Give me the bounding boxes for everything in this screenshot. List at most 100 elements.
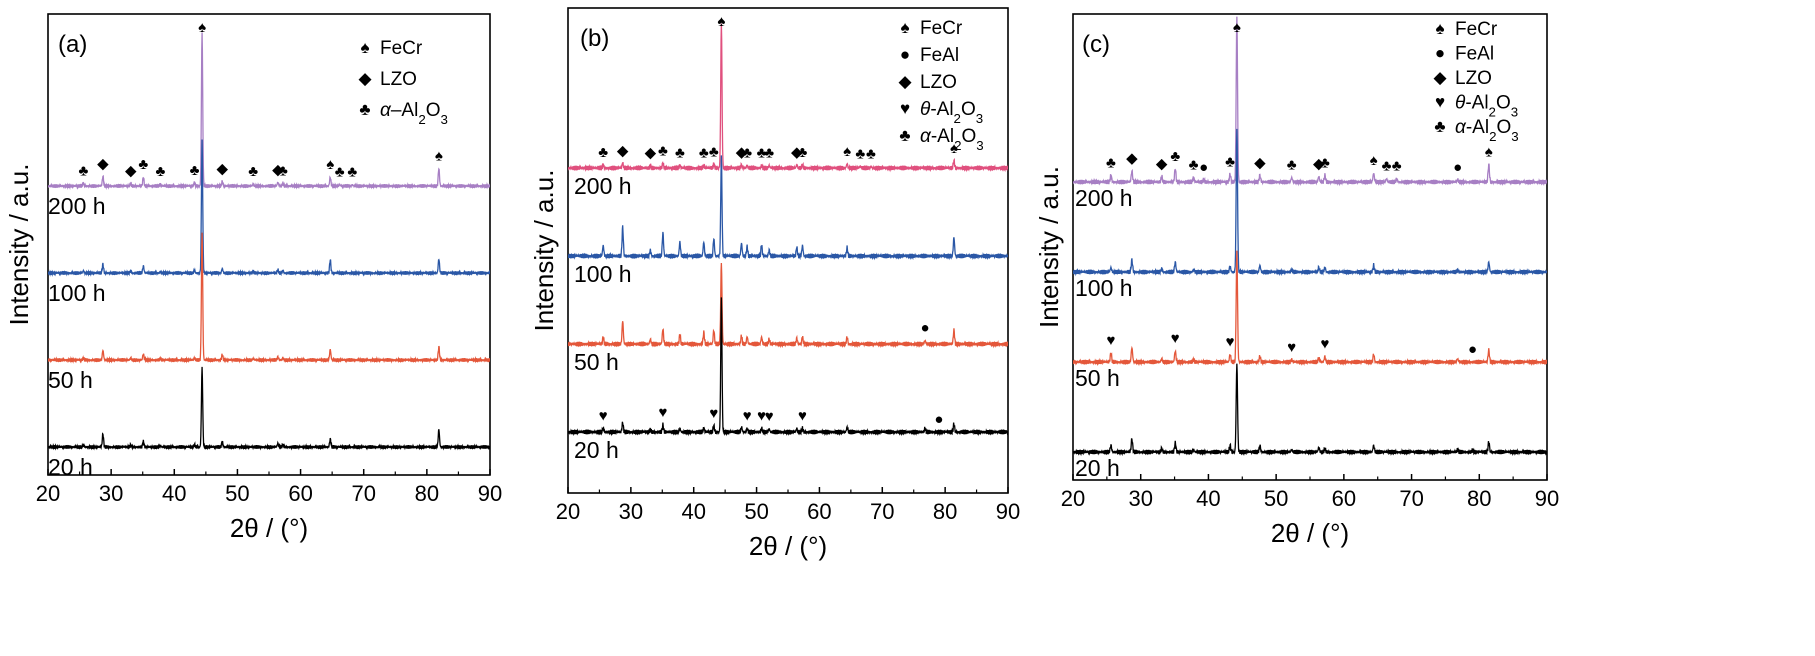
x-tick-label: 70 [870, 499, 894, 524]
y-axis-label: Intensity / a.u. [4, 164, 34, 326]
trace-100h [1073, 128, 1547, 277]
club-marker: ♣ [1382, 158, 1392, 175]
series-label: 200 h [1075, 185, 1133, 211]
club-marker: ♣ [757, 145, 767, 162]
spade-legend-icon: ♠ [360, 38, 369, 57]
series-label: 100 h [48, 280, 106, 306]
heart-legend-icon: ♥ [900, 99, 910, 118]
x-tick-label: 60 [1332, 486, 1356, 511]
trace-20h [568, 297, 1008, 437]
heart-marker: ♥ [1287, 339, 1296, 356]
x-tick-label: 60 [288, 481, 312, 506]
club-marker: ♣ [709, 144, 719, 161]
legend-label: LZO [380, 69, 417, 90]
legend-label: LZO [1455, 68, 1492, 89]
x-tick-label: 80 [1467, 486, 1491, 511]
spade-marker: ♠ [950, 140, 958, 157]
spade-marker: ♠ [198, 19, 206, 36]
diamond-legend-icon: ◆ [358, 69, 372, 88]
heart-marker: ♥ [798, 408, 807, 425]
spade-legend-icon: ♠ [1435, 19, 1444, 38]
club-legend-icon: ♣ [359, 100, 370, 119]
club-marker: ♣ [1392, 158, 1402, 175]
heart-marker: ♥ [709, 405, 718, 422]
legend-label: FeCr [380, 38, 423, 59]
legend-label: FeCr [1455, 19, 1498, 40]
legend-label: θ-Al2O3 [920, 99, 983, 126]
panel-label: (a) [58, 31, 87, 58]
club-marker: ♣ [138, 156, 148, 173]
series-label: 50 h [574, 349, 619, 375]
heart-legend-icon: ♥ [1435, 93, 1445, 112]
series-label: 100 h [1075, 275, 1133, 301]
club-marker: ♣ [1225, 153, 1235, 170]
legend-label: α-Al2O3 [920, 126, 984, 153]
spade-marker: ♠ [843, 143, 851, 160]
trace-50h [48, 232, 490, 364]
plot-frame [47, 13, 491, 476]
series-label: 50 h [48, 367, 93, 393]
club-marker: ♣ [598, 144, 608, 161]
trace-100h [568, 155, 1008, 261]
x-tick-label: 80 [415, 481, 439, 506]
club-marker: ♣ [1170, 148, 1180, 165]
spade-marker: ♠ [435, 147, 443, 164]
series-label: 200 h [574, 173, 632, 199]
x-tick-label: 30 [1128, 486, 1152, 511]
legend-label: α–Al2O3 [380, 100, 448, 127]
legend-label: α-Al2O3 [1455, 117, 1519, 144]
circle-legend-icon: ● [1435, 44, 1445, 63]
legend-label: FeAl [1455, 44, 1494, 65]
legend-label: θ-Al2O3 [1455, 93, 1518, 120]
trace-20h [48, 366, 490, 451]
x-tick-label: 40 [681, 499, 705, 524]
heart-marker: ♥ [1226, 333, 1235, 350]
circle-marker: ● [1453, 159, 1462, 176]
spade-legend-icon: ♠ [900, 18, 909, 37]
diamond-marker: ◆ [791, 144, 803, 161]
club-marker: ♣ [855, 145, 865, 162]
club-marker: ♣ [1287, 157, 1297, 174]
club-marker: ♣ [798, 144, 808, 161]
x-axis-label: 2θ / (°) [230, 513, 308, 543]
trace-100h [48, 139, 490, 277]
club-marker: ♣ [335, 164, 345, 181]
spade-marker: ♠ [1485, 143, 1493, 160]
x-tick-label: 20 [1061, 486, 1085, 511]
heart-marker: ♥ [757, 408, 766, 425]
y-axis-label: Intensity / a.u. [529, 170, 559, 332]
circle-legend-icon: ● [900, 45, 910, 64]
x-tick-label: 20 [556, 499, 580, 524]
circle-marker: ● [1468, 341, 1477, 358]
x-tick-label: 60 [807, 499, 831, 524]
trace-20h [1073, 363, 1547, 457]
club-marker: ♣ [1106, 154, 1116, 171]
y-axis-label: Intensity / a.u. [1034, 166, 1064, 328]
x-tick-label: 90 [1535, 486, 1559, 511]
trace-200h [48, 32, 490, 191]
x-tick-label: 80 [933, 499, 957, 524]
club-marker: ♣ [78, 162, 88, 179]
circle-marker: ● [1199, 159, 1208, 176]
club-marker: ♣ [248, 163, 258, 180]
trace-50h [568, 263, 1008, 349]
series-label: 20 h [1075, 455, 1120, 481]
club-marker: ♣ [278, 162, 288, 179]
diamond-marker: ◆ [1156, 156, 1168, 173]
legend-label: LZO [920, 72, 957, 93]
x-tick-label: 90 [478, 481, 502, 506]
club-marker: ♣ [675, 145, 685, 162]
diamond-marker: ◆ [272, 161, 284, 178]
circle-marker: ● [920, 320, 929, 337]
heart-marker: ♥ [1106, 332, 1115, 349]
diamond-legend-icon: ◆ [1433, 68, 1447, 87]
diamond-marker: ◆ [617, 142, 629, 159]
series-label: 50 h [1075, 365, 1120, 391]
diamond-marker: ◆ [1313, 156, 1325, 173]
diamond-marker: ◆ [125, 162, 137, 179]
club-marker: ♣ [699, 145, 709, 162]
x-tick-label: 50 [744, 499, 768, 524]
legend-label: FeCr [920, 18, 963, 39]
